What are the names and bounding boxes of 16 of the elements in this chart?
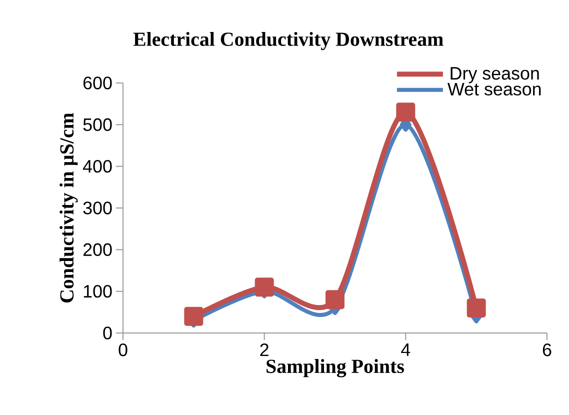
chart-title: Electrical Conductivity Downstream <box>133 32 444 50</box>
legend-label: Dry season <box>450 67 539 84</box>
y-tick-label: 200 <box>83 243 112 256</box>
y-tick-label: 600 <box>83 76 112 90</box>
y-tick-label: 100 <box>84 284 112 298</box>
y-tick-label: 500 <box>83 118 112 132</box>
x-axis-title: Sampling Points <box>266 359 404 378</box>
legend-label: Wet season <box>448 82 541 96</box>
x-tick-label: 6 <box>542 344 552 356</box>
x-tick-label: 0 <box>118 344 128 356</box>
y-tick-label: 400 <box>82 160 112 173</box>
x-tick-label: 4 <box>401 344 410 356</box>
y-axis-title: Conductivity in µS/cm <box>60 112 78 302</box>
y-tick-label: 300 <box>83 202 112 214</box>
y-tick-label: 0 <box>103 326 112 340</box>
x-tick-label: 2 <box>260 344 268 356</box>
